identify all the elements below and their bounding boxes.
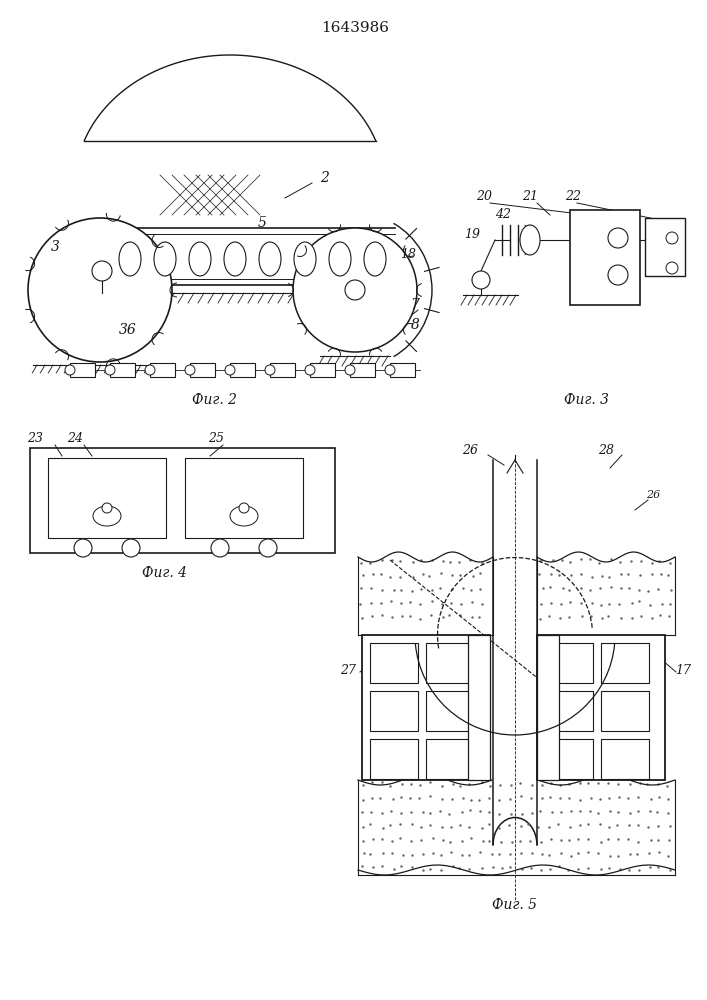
- Ellipse shape: [93, 506, 121, 526]
- Bar: [426, 739, 474, 779]
- Ellipse shape: [520, 225, 540, 255]
- Bar: [545, 643, 593, 683]
- Circle shape: [211, 539, 229, 557]
- Bar: [570, 210, 640, 305]
- Text: 3: 3: [51, 240, 59, 254]
- Text: Фиг. 2: Фиг. 2: [192, 393, 238, 407]
- Circle shape: [472, 271, 490, 289]
- Circle shape: [92, 261, 112, 281]
- Text: 26: 26: [462, 444, 478, 456]
- Circle shape: [122, 539, 140, 557]
- Circle shape: [345, 365, 355, 375]
- Bar: [270, 363, 295, 377]
- Ellipse shape: [329, 242, 351, 276]
- Text: 7: 7: [411, 298, 419, 312]
- Bar: [426, 691, 474, 731]
- Bar: [110, 363, 135, 377]
- Text: Фиг. 4: Фиг. 4: [143, 566, 187, 580]
- Bar: [230, 363, 255, 377]
- Circle shape: [105, 365, 115, 375]
- Circle shape: [28, 218, 172, 362]
- Bar: [601, 691, 649, 731]
- Ellipse shape: [224, 242, 246, 276]
- Ellipse shape: [154, 242, 176, 276]
- Bar: [370, 739, 418, 779]
- Bar: [601, 739, 649, 779]
- Circle shape: [385, 365, 395, 375]
- Circle shape: [102, 503, 112, 513]
- Text: 17: 17: [675, 664, 691, 676]
- Text: Фиг. 5: Фиг. 5: [493, 898, 537, 912]
- Text: Фиг. 3: Фиг. 3: [564, 393, 609, 407]
- Text: 42: 42: [495, 209, 511, 222]
- Bar: [370, 643, 418, 683]
- Bar: [426, 643, 474, 683]
- Circle shape: [74, 539, 92, 557]
- Circle shape: [185, 365, 195, 375]
- Bar: [48, 458, 166, 538]
- Text: 21: 21: [522, 190, 538, 204]
- Ellipse shape: [189, 242, 211, 276]
- Text: 8: 8: [411, 318, 419, 332]
- Circle shape: [225, 365, 235, 375]
- Text: 5: 5: [257, 216, 267, 230]
- Circle shape: [608, 228, 628, 248]
- Ellipse shape: [364, 242, 386, 276]
- Text: 25: 25: [208, 432, 224, 444]
- Bar: [390, 363, 415, 377]
- Bar: [537, 635, 559, 780]
- Bar: [362, 635, 490, 780]
- Text: 20: 20: [476, 190, 492, 204]
- Circle shape: [265, 365, 275, 375]
- Text: 24: 24: [67, 432, 83, 444]
- Bar: [150, 363, 175, 377]
- Circle shape: [259, 539, 277, 557]
- Bar: [190, 363, 215, 377]
- Circle shape: [608, 265, 628, 285]
- Text: 18: 18: [400, 248, 416, 261]
- Text: 23: 23: [27, 432, 43, 444]
- Bar: [537, 635, 665, 780]
- Text: 19: 19: [464, 229, 480, 241]
- Bar: [310, 363, 335, 377]
- Bar: [370, 691, 418, 731]
- Circle shape: [666, 232, 678, 244]
- Text: 1643986: 1643986: [321, 21, 389, 35]
- Text: 26: 26: [646, 490, 660, 500]
- Bar: [545, 739, 593, 779]
- Bar: [545, 691, 593, 731]
- Circle shape: [345, 280, 365, 300]
- Bar: [468, 635, 490, 780]
- Circle shape: [666, 262, 678, 274]
- Bar: [350, 363, 375, 377]
- Ellipse shape: [294, 242, 316, 276]
- Circle shape: [305, 365, 315, 375]
- Bar: [185, 458, 303, 538]
- Text: 22: 22: [565, 190, 581, 204]
- Circle shape: [293, 228, 417, 352]
- Bar: [601, 643, 649, 683]
- Text: 36: 36: [119, 323, 137, 337]
- Ellipse shape: [230, 506, 258, 526]
- Ellipse shape: [119, 242, 141, 276]
- Text: 27: 27: [340, 664, 356, 676]
- Bar: [70, 363, 95, 377]
- Bar: [30, 448, 335, 553]
- Text: 28: 28: [598, 444, 614, 456]
- Bar: [645, 218, 685, 276]
- Text: 2: 2: [320, 171, 329, 185]
- Circle shape: [239, 503, 249, 513]
- Circle shape: [145, 365, 155, 375]
- Circle shape: [65, 365, 75, 375]
- Ellipse shape: [259, 242, 281, 276]
